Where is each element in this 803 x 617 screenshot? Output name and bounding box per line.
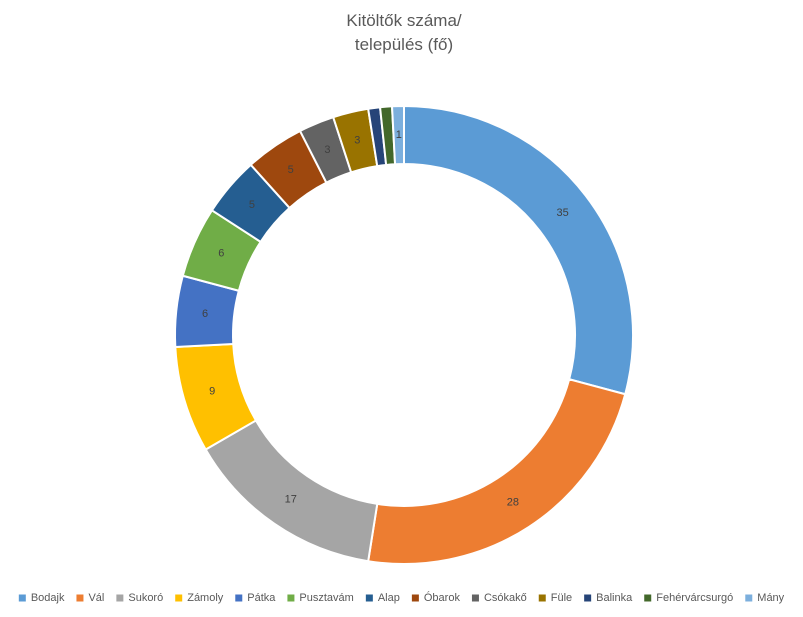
- slice-many: [390, 104, 405, 166]
- data-label-fule: 3: [354, 134, 360, 146]
- legend-item-alap: Alap: [365, 592, 400, 604]
- data-label-patka: 6: [202, 308, 208, 320]
- legend-label: Pusztavám: [299, 592, 353, 604]
- legend-label: Bodajk: [31, 592, 65, 604]
- legend-item-fule: Füle: [538, 592, 572, 604]
- legend-item-many: Mány: [745, 592, 785, 604]
- legend-label: Mány: [757, 592, 784, 604]
- slice-val: [367, 378, 627, 565]
- legend-item-zamoly: Zámoly: [175, 592, 224, 604]
- legend-swatch: [76, 594, 84, 602]
- data-label-alap: 5: [249, 199, 255, 211]
- legend-label: Vál: [88, 592, 104, 604]
- legend-swatch: [584, 594, 592, 602]
- doughnut-slices: [174, 104, 634, 565]
- legend-swatch: [644, 594, 652, 602]
- slice-bodajk: [403, 104, 634, 396]
- legend-swatch: [116, 594, 124, 602]
- data-label-val: 28: [507, 497, 519, 509]
- legend-item-obarok: Óbarok: [411, 591, 461, 604]
- legend-item-csokako: Csókakő: [471, 592, 527, 604]
- legend-item-balinka: Balinka: [584, 592, 633, 604]
- legend-label: Fehérvárcsurgó: [656, 592, 733, 604]
- legend-item-sukoro: Sukoró: [116, 592, 163, 604]
- legend-swatch: [538, 594, 546, 602]
- legend-item-val: Vál: [76, 592, 104, 604]
- chart-legend: Bodajk Vál Sukoró Zámoly Pátka Pusztavám Alap Ó…: [18, 591, 785, 604]
- legend-swatch: [411, 594, 419, 602]
- legend-item-fehervarcsurgo: Fehérvárcsurgó: [644, 592, 733, 604]
- chart-title-line-2: település (fő): [355, 35, 453, 54]
- legend-label: Zámoly: [187, 592, 224, 604]
- legend-swatch: [745, 594, 753, 602]
- doughnut-data-labels: 35 28 17 9 6 6 5 5 3 3 1: [202, 129, 569, 509]
- data-label-many: 1: [396, 129, 402, 141]
- data-label-obarok: 5: [288, 164, 294, 176]
- data-label-csokako: 3: [324, 144, 330, 156]
- legend-item-pusztavam: Pusztavám: [287, 592, 354, 604]
- legend-label: Alap: [378, 592, 400, 604]
- data-label-pusztavam: 6: [218, 248, 224, 260]
- legend-label: Óbarok: [424, 591, 461, 604]
- legend-swatch: [18, 594, 26, 602]
- legend-label: Csókakő: [484, 592, 527, 604]
- data-label-bodajk: 35: [557, 207, 569, 219]
- legend-item-patka: Pátka: [235, 592, 276, 604]
- legend-swatch: [287, 594, 295, 602]
- legend-swatch: [471, 594, 479, 602]
- legend-label: Balinka: [596, 592, 633, 604]
- slice-sukoro: [204, 419, 379, 563]
- legend-swatch: [365, 594, 373, 602]
- chart-title-line-1: Kitöltők száma/: [346, 11, 462, 30]
- data-label-sukoro: 17: [285, 494, 297, 506]
- legend-label: Füle: [551, 592, 572, 604]
- legend-label: Sukoró: [128, 592, 163, 604]
- data-label-zamoly: 9: [209, 386, 215, 398]
- legend-swatch: [235, 594, 243, 602]
- legend-label: Pátka: [247, 592, 276, 604]
- legend-item-bodajk: Bodajk: [18, 592, 65, 604]
- legend-swatch: [175, 594, 183, 602]
